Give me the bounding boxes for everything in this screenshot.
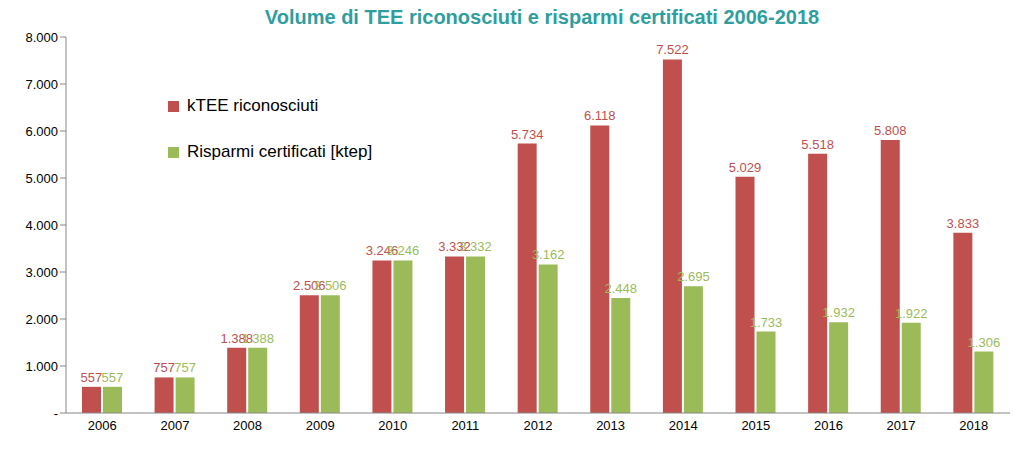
svg-text:7.000: 7.000: [25, 77, 58, 92]
svg-text:757: 757: [174, 360, 196, 375]
svg-text:8.000: 8.000: [25, 30, 58, 45]
svg-text:3.246: 3.246: [387, 243, 420, 258]
svg-text:2018: 2018: [959, 418, 988, 433]
svg-text:2008: 2008: [233, 418, 262, 433]
svg-text:3.246: 3.246: [365, 243, 399, 259]
svg-text:1.388: 1.388: [241, 331, 274, 346]
svg-text:2.448: 2.448: [605, 281, 638, 296]
svg-text:5.000: 5.000: [25, 171, 58, 186]
svg-text:2010: 2010: [378, 418, 407, 433]
svg-text:2.000: 2.000: [25, 312, 58, 327]
svg-text:5.734: 5.734: [511, 127, 544, 142]
svg-text:2014: 2014: [669, 418, 698, 433]
svg-text:1.000: 1.000: [25, 359, 58, 374]
svg-text:2.506: 2.506: [293, 278, 326, 294]
svg-text:2.695: 2.695: [677, 269, 710, 284]
svg-text:2013: 2013: [596, 418, 625, 433]
svg-text:757: 757: [153, 360, 175, 375]
svg-text:3.000: 3.000: [25, 265, 58, 280]
svg-text:-: -: [54, 406, 58, 421]
svg-text:557: 557: [81, 370, 103, 385]
svg-text:5.808: 5.808: [874, 123, 907, 138]
svg-text:2.506: 2.506: [314, 278, 347, 293]
svg-text:3.833: 3.833: [947, 216, 980, 231]
html-text:Volume di TEE riconosciuti e r: Volume di TEE riconosciuti e risparmi ce…: [264, 6, 820, 28]
svg-text:6.118: 6.118: [584, 108, 616, 123]
svg-text:3.332: 3.332: [438, 239, 471, 255]
svg-text:5.518: 5.518: [801, 137, 834, 152]
svg-text:1.733: 1.733: [750, 315, 783, 330]
svg-text:2015: 2015: [741, 418, 770, 433]
svg-text:1.922: 1.922: [895, 306, 928, 321]
svg-text:7.522: 7.522: [656, 42, 689, 57]
svg-text:2009: 2009: [306, 418, 335, 433]
svg-text:2012: 2012: [524, 418, 553, 433]
svg-text:2017: 2017: [887, 418, 916, 433]
svg-text:4.000: 4.000: [25, 218, 58, 233]
svg-text:5.029: 5.029: [729, 160, 762, 175]
svg-text:1.932: 1.932: [822, 305, 855, 320]
svg-text:3.162: 3.162: [532, 247, 565, 262]
svg-text:2011: 2011: [451, 418, 479, 433]
svg-text:3.332: 3.332: [459, 239, 492, 254]
svg-text:557: 557: [102, 370, 124, 385]
svg-text:1.388: 1.388: [220, 330, 253, 346]
svg-text:1.306: 1.306: [968, 335, 1001, 350]
svg-text:2006: 2006: [88, 418, 117, 433]
html-text:kTEE riconosciuti: kTEE riconosciuti: [187, 96, 319, 115]
svg-text:2016: 2016: [814, 418, 843, 433]
svg-text:6.000: 6.000: [25, 124, 58, 139]
svg-text:2007: 2007: [160, 418, 189, 433]
html-text:Risparmi certificati [ktep]: Risparmi certificati [ktep]: [187, 142, 373, 161]
